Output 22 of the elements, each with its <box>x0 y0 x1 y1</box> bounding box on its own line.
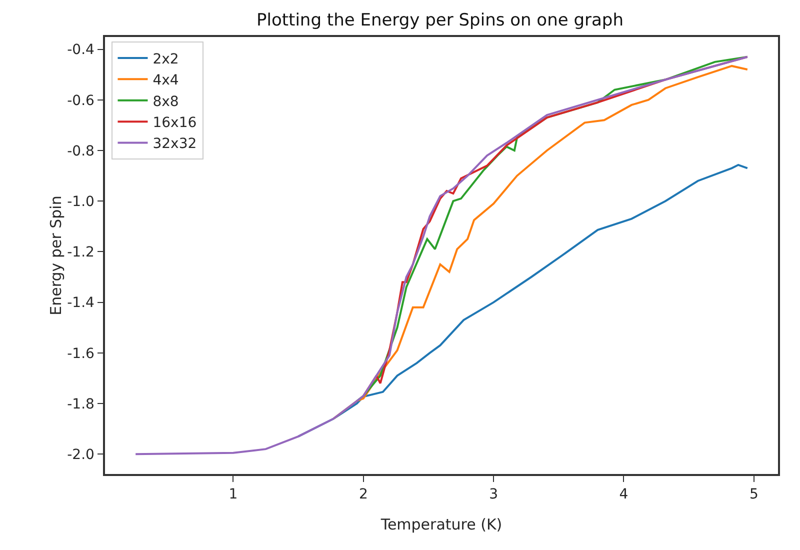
y-tick-label: -1.8 <box>67 396 94 412</box>
y-tick-label: -1.4 <box>67 295 95 312</box>
legend-label: 2x2 <box>152 51 179 68</box>
y-tick-label: -1.0 <box>67 194 94 210</box>
legend-label: 8x8 <box>152 94 179 110</box>
x-tick-label: 3 <box>489 486 498 503</box>
y-axis-title: Energy per Spin <box>47 196 66 316</box>
y-tick-label: -0.6 <box>67 92 95 109</box>
y-tick-label: -0.4 <box>67 42 95 58</box>
y-tick-label: -1.6 <box>67 346 95 362</box>
chart-title: Plotting the Energy per Spins on one graph <box>256 10 624 31</box>
y-tick-label: -2.0 <box>67 447 94 464</box>
x-tick-label: 5 <box>749 486 758 503</box>
legend-label: 16x16 <box>152 115 197 132</box>
y-tick-label: -0.8 <box>67 143 94 160</box>
y-tick-label: -1.2 <box>67 244 94 261</box>
x-tick-label: 2 <box>358 486 368 503</box>
x-axis-title: Temperature (K) <box>380 516 502 534</box>
x-tick-label: 1 <box>228 486 238 503</box>
x-tick-label: 4 <box>619 486 628 503</box>
legend-label: 32x32 <box>152 136 197 152</box>
legend-label: 4x4 <box>152 72 179 89</box>
